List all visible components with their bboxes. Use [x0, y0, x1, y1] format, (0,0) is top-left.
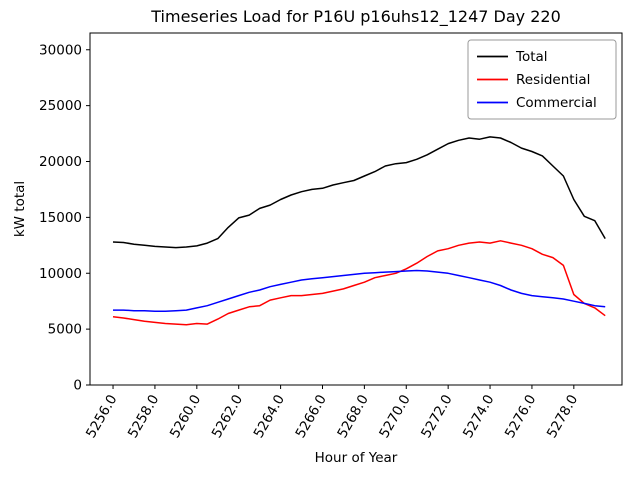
legend-label-total: Total	[515, 49, 548, 65]
y-axis-label: kW total	[12, 181, 28, 237]
series-line-residential	[112, 240, 606, 326]
series-line-commercial	[113, 269, 606, 312]
y-tick-label: 5000	[48, 322, 82, 338]
x-axis-label: Hour of Year	[315, 450, 398, 466]
legend-box	[467, 39, 617, 120]
y-tick-label: 25000	[39, 98, 82, 114]
plot-frame	[89, 32, 623, 386]
y-tick-label: 15000	[39, 210, 82, 226]
chart-title: Timeseries Load for P16U p16uhs12_1247 D…	[150, 7, 561, 27]
legend-label-commercial: Commercial	[516, 95, 597, 111]
series-line-total	[112, 136, 606, 249]
y-tick-label: 20000	[39, 154, 82, 170]
y-tick-label: 10000	[39, 266, 82, 282]
y-tick-label: 0	[73, 378, 82, 394]
legend-label-residential: Residential	[516, 72, 590, 88]
y-tick-label: 30000	[39, 42, 82, 58]
